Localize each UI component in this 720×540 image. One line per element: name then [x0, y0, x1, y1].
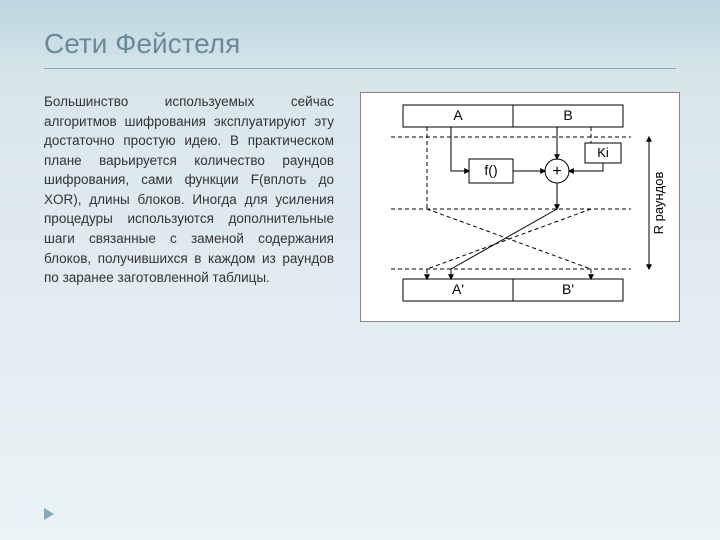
- node-bp-label: B': [562, 281, 574, 297]
- node-a-label: A: [453, 107, 463, 123]
- node-ap-label: A': [452, 281, 464, 297]
- footer-arrow-icon: [44, 508, 54, 520]
- title-underline: [44, 68, 676, 69]
- side-label: R раундов: [651, 172, 666, 235]
- page-title: Сети Фейстеля: [0, 0, 720, 60]
- node-f-label: f(): [484, 162, 497, 178]
- feistel-diagram: A B A' B' f() + Ki: [360, 92, 680, 322]
- node-plus-label: +: [552, 163, 561, 180]
- node-ki-label: Ki: [597, 145, 609, 160]
- node-b-label: B: [563, 107, 572, 123]
- body-paragraph: Большинство используемых сейчас алгоритм…: [44, 92, 334, 288]
